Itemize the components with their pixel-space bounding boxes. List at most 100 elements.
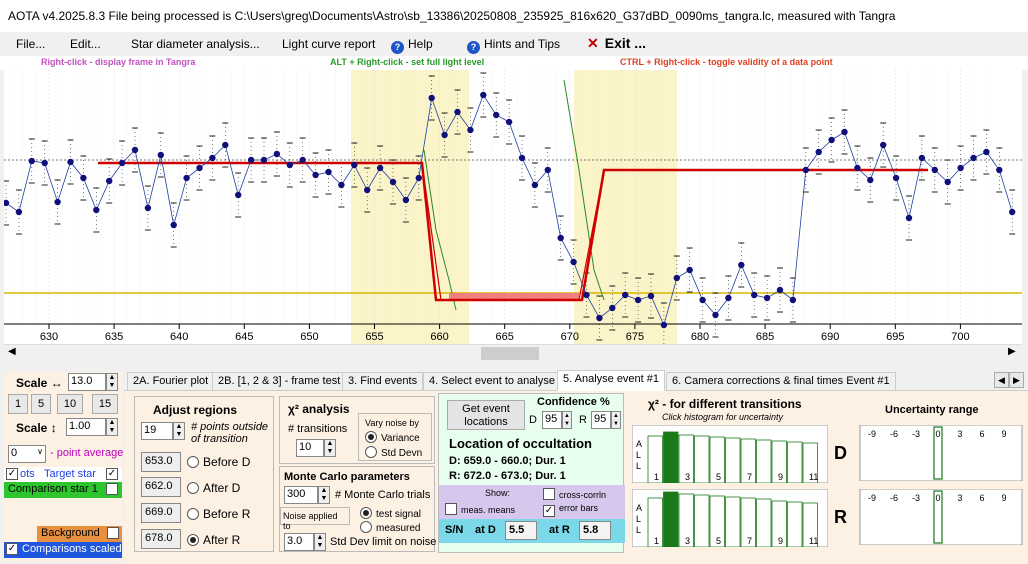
data-point[interactable] [28, 157, 35, 165]
data-point[interactable] [428, 94, 435, 102]
data-points[interactable] [2, 91, 1016, 329]
comparison-star-row[interactable]: Comparison star 1 [4, 482, 122, 498]
data-point[interactable] [312, 171, 319, 179]
data-point[interactable] [828, 136, 835, 144]
error-bars-checkbox[interactable]: ✓ error bars [543, 503, 599, 517]
data-point[interactable] [557, 234, 564, 242]
background-checkbox[interactable] [107, 527, 119, 539]
confidence-r-input[interactable]: 95 [591, 411, 611, 429]
data-point[interactable] [67, 158, 74, 166]
scale-v-input[interactable]: 1.00 [66, 418, 106, 436]
data-point[interactable] [2, 199, 10, 207]
data-point[interactable] [222, 141, 229, 149]
light-curve-plot[interactable]: 630 635 640 645 650 655 660 665 670 675 680 685 690 6… [2, 70, 1022, 348]
plot-scrollbar[interactable]: ◀ ▶ [4, 344, 1022, 361]
confidence-d-input[interactable]: 95 [542, 411, 562, 429]
scale-v-spinner[interactable]: ▲ ▼ [106, 418, 118, 436]
target-show-checkbox[interactable]: ✓ [6, 468, 18, 480]
data-point[interactable] [80, 174, 87, 182]
variance-radio[interactable]: Variance [365, 431, 420, 444]
data-point[interactable] [209, 154, 216, 162]
transitions-input[interactable]: 10 [296, 439, 324, 457]
data-point[interactable] [273, 150, 281, 158]
data-point[interactable] [1009, 208, 1016, 216]
histogram-bar[interactable] [694, 435, 710, 483]
target-star-checkbox[interactable]: ✓ [106, 468, 118, 480]
data-point[interactable] [802, 166, 809, 174]
target-star-row[interactable]: ✓ ots Target star ✓ [4, 467, 122, 482]
data-point[interactable] [544, 166, 551, 174]
data-point[interactable] [738, 261, 745, 269]
histogram-bar[interactable] [725, 437, 741, 483]
histogram-bar[interactable] [787, 441, 803, 483]
data-point[interactable] [15, 208, 23, 216]
cross-corr-checkbox[interactable]: cross-corrln [543, 488, 606, 500]
data-point[interactable] [389, 178, 397, 186]
scale-btn-10[interactable]: 10 [57, 394, 83, 414]
data-point[interactable] [789, 296, 797, 304]
trials-spinner[interactable]: ▲ ▼ [318, 486, 330, 504]
data-point[interactable] [673, 274, 680, 282]
histogram-bar[interactable] [694, 494, 710, 547]
data-point[interactable] [493, 111, 500, 119]
scale-btn-5[interactable]: 5 [31, 394, 51, 414]
data-point[interactable] [918, 154, 926, 162]
data-point[interactable] [325, 168, 332, 176]
data-point[interactable] [518, 154, 526, 162]
data-point[interactable] [609, 304, 616, 312]
data-point[interactable] [725, 294, 732, 302]
data-point[interactable] [944, 178, 951, 186]
data-point[interactable] [54, 198, 61, 206]
scale-h-spinner[interactable]: ▲ ▼ [106, 373, 118, 391]
histogram-bar[interactable] [756, 439, 772, 483]
tab-frame-test[interactable]: 2B. [1, 2 & 3] - frame test [212, 372, 347, 391]
menu-hints[interactable]: ? Hints and Tips [467, 37, 560, 54]
menu-help[interactable]: ? Help [391, 37, 433, 54]
data-point[interactable] [144, 204, 152, 212]
after-d-radio[interactable]: After D [187, 481, 240, 495]
transitions-spinner[interactable]: ▲ ▼ [324, 439, 336, 457]
data-point[interactable] [931, 166, 938, 174]
menu-file[interactable]: File... [16, 37, 46, 51]
data-point[interactable] [712, 311, 719, 319]
tab-scroll-left[interactable]: ◀ [994, 372, 1009, 388]
data-point[interactable] [376, 164, 384, 172]
before-r-radio[interactable]: Before R [187, 507, 250, 521]
histogram-bar[interactable] [678, 493, 694, 547]
data-point[interactable] [467, 126, 474, 134]
data-point[interactable] [402, 196, 410, 204]
histogram-bar[interactable] [787, 501, 803, 547]
data-point[interactable] [686, 266, 693, 274]
histogram-bar[interactable] [725, 496, 741, 547]
histogram-bar[interactable] [709, 495, 725, 547]
data-point[interactable] [815, 148, 822, 156]
data-point[interactable] [260, 156, 268, 164]
data-point[interactable] [338, 181, 345, 189]
data-point[interactable] [93, 206, 100, 214]
data-point[interactable] [196, 164, 203, 172]
data-point[interactable] [880, 141, 887, 149]
data-point[interactable] [957, 164, 964, 172]
data-point[interactable] [763, 294, 771, 302]
data-point[interactable] [415, 174, 422, 182]
histogram-bar[interactable] [771, 500, 787, 547]
get-event-locations-button[interactable]: Get event locations [447, 400, 525, 430]
comparisons-scaled-row[interactable]: ✓ Comparisons scaled [4, 542, 122, 558]
data-point[interactable] [183, 174, 190, 182]
data-point[interactable] [480, 91, 487, 99]
data-point[interactable] [351, 161, 358, 169]
stddev-limit-spinner[interactable]: ▲ ▼ [314, 533, 326, 551]
data-point[interactable] [699, 296, 706, 304]
menu-star-diameter[interactable]: Star diameter analysis... [131, 37, 260, 51]
scroll-right-icon[interactable]: ▶ [1008, 346, 1016, 357]
tab-camera-corrections[interactable]: 6. Camera corrections & final times Even… [666, 372, 896, 391]
histogram-bar[interactable] [740, 438, 756, 483]
tab-fourier[interactable]: 2A. Fourier plot [127, 372, 215, 391]
data-point[interactable] [751, 291, 758, 299]
data-point[interactable] [286, 161, 293, 169]
data-point[interactable] [299, 156, 306, 164]
tab-analyse-event[interactable]: 5. Analyse event #1 [557, 370, 666, 391]
scroll-thumb[interactable] [481, 347, 539, 360]
